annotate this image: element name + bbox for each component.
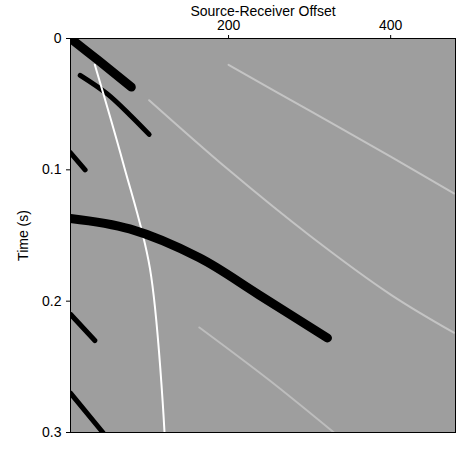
svg-text:Source-Receiver Offset: Source-Receiver Offset [190, 3, 335, 19]
svg-text:Time (s): Time (s) [15, 210, 31, 261]
svg-text:0.3: 0.3 [42, 424, 62, 440]
svg-text:0.1: 0.1 [42, 161, 62, 177]
svg-text:200: 200 [216, 16, 241, 33]
svg-text:0: 0 [54, 30, 62, 46]
svg-text:0.2: 0.2 [42, 293, 62, 309]
svg-text:400: 400 [379, 17, 403, 33]
